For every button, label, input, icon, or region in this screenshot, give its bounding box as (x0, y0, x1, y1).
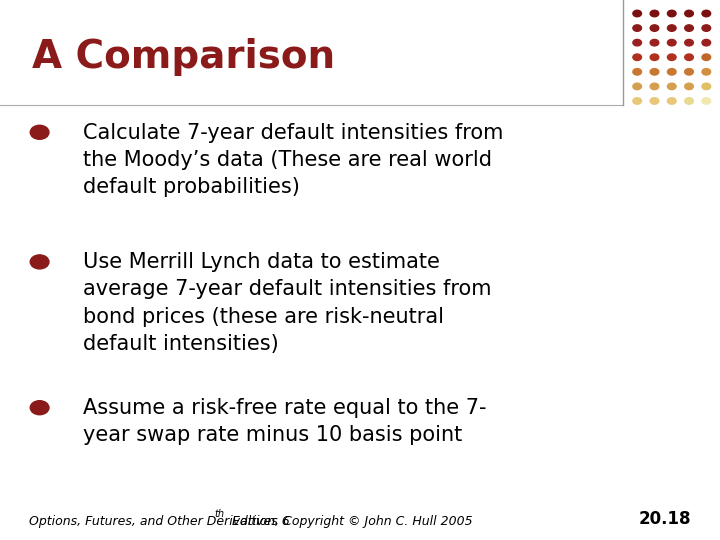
Text: Edition, Copyright © John C. Hull 2005: Edition, Copyright © John C. Hull 2005 (228, 515, 473, 528)
Circle shape (667, 25, 676, 31)
Circle shape (650, 83, 659, 90)
Circle shape (702, 10, 711, 17)
Circle shape (30, 255, 49, 269)
Circle shape (650, 39, 659, 46)
Circle shape (667, 69, 676, 75)
Text: th: th (215, 509, 225, 519)
Circle shape (685, 98, 693, 104)
Circle shape (702, 69, 711, 75)
Circle shape (650, 10, 659, 17)
Circle shape (685, 83, 693, 90)
Text: A Comparison: A Comparison (32, 38, 336, 76)
Text: Use Merrill Lynch data to estimate
average 7-year default intensities from
bond : Use Merrill Lynch data to estimate avera… (83, 252, 491, 354)
Circle shape (633, 10, 642, 17)
Circle shape (633, 69, 642, 75)
Circle shape (702, 39, 711, 46)
Circle shape (702, 98, 711, 104)
Circle shape (667, 54, 676, 60)
Circle shape (633, 98, 642, 104)
Circle shape (702, 83, 711, 90)
Circle shape (650, 54, 659, 60)
Circle shape (685, 25, 693, 31)
Circle shape (685, 69, 693, 75)
Circle shape (633, 54, 642, 60)
Circle shape (667, 39, 676, 46)
Circle shape (633, 25, 642, 31)
Circle shape (685, 54, 693, 60)
Circle shape (650, 25, 659, 31)
Circle shape (685, 39, 693, 46)
Circle shape (702, 54, 711, 60)
Circle shape (667, 98, 676, 104)
Circle shape (633, 83, 642, 90)
Text: Calculate 7-year default intensities from
the Moody’s data (These are real world: Calculate 7-year default intensities fro… (83, 123, 503, 197)
Circle shape (685, 10, 693, 17)
Circle shape (633, 39, 642, 46)
Circle shape (667, 10, 676, 17)
Circle shape (30, 401, 49, 415)
Circle shape (650, 69, 659, 75)
Text: Options, Futures, and Other Derivatives 6: Options, Futures, and Other Derivatives … (29, 515, 289, 528)
Circle shape (30, 125, 49, 139)
Text: 20.18: 20.18 (639, 510, 691, 528)
Circle shape (667, 83, 676, 90)
Circle shape (702, 25, 711, 31)
Circle shape (650, 98, 659, 104)
Text: Assume a risk-free rate equal to the 7-
year swap rate minus 10 basis point: Assume a risk-free rate equal to the 7- … (83, 398, 486, 445)
